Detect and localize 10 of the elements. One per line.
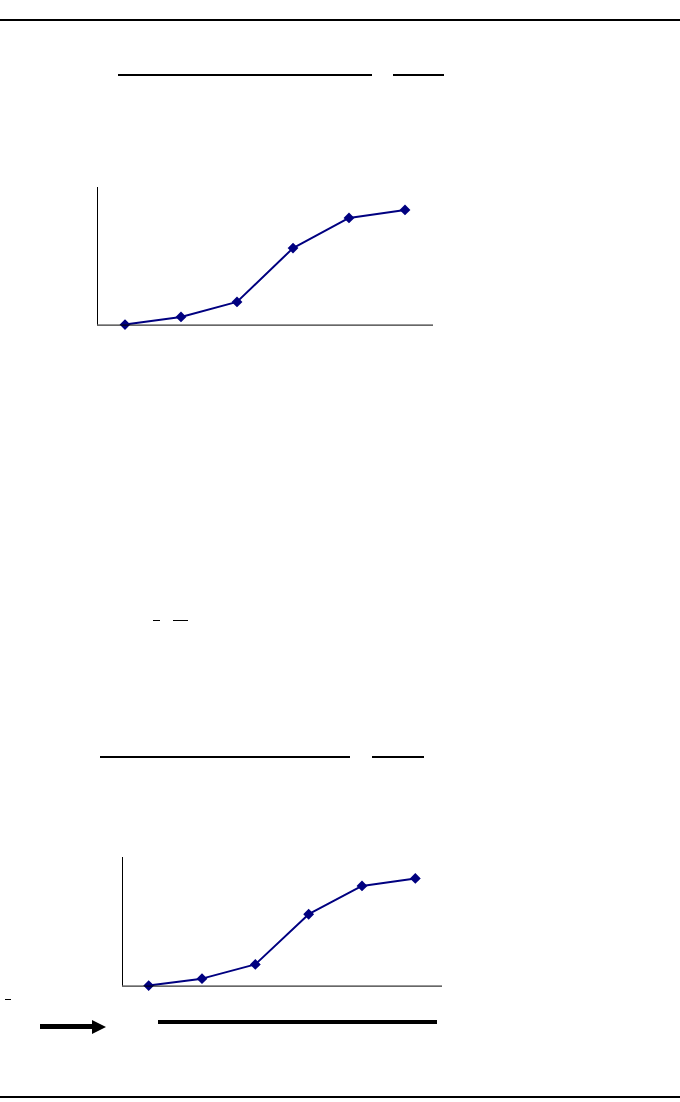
point [344,212,354,223]
point [410,873,421,884]
point [197,973,207,984]
point [303,909,314,920]
point [250,959,261,970]
point [400,204,410,215]
point [357,880,367,891]
point [232,296,242,307]
point [176,311,186,322]
point [288,243,298,254]
